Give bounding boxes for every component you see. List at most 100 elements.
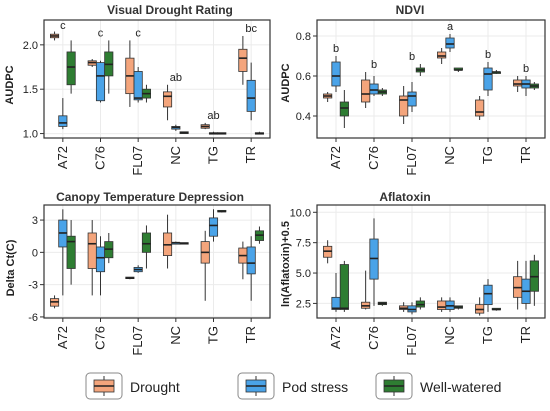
box-fl07-pod-stress — [407, 302, 417, 315]
plot-background — [44, 205, 270, 318]
box-tr-pod-stress — [246, 62, 256, 121]
significance-letter: bc — [245, 23, 257, 35]
box-fl07-pod-stress — [133, 265, 143, 273]
box-nc-drought — [163, 84, 173, 121]
legend-label: Well-watered — [420, 379, 501, 395]
x-tick-label: TG — [480, 146, 495, 164]
x-tick-label: FL07 — [404, 326, 419, 356]
y-tick-label: 1.0 — [23, 129, 38, 141]
y-tick-label: -6 — [28, 312, 38, 324]
y-tick-label: 10.0 — [290, 207, 311, 219]
y-tick-label: 3 — [32, 215, 38, 227]
box-nc-well-watered — [453, 67, 463, 72]
plot-frame — [316, 19, 546, 139]
box-a72-well-watered — [66, 40, 76, 94]
box-fl07-well-watered — [415, 64, 425, 76]
box-c76-drought — [87, 220, 97, 296]
y-tick-label: 0.8 — [296, 31, 311, 43]
box-fl07-drought — [125, 276, 135, 280]
y-tick-label: -3 — [28, 280, 38, 292]
panel-aflatoxin: Aflatoxin ln(Aflatoxin)+0.5 A72 C76 FL07 NC… — [280, 190, 546, 356]
box-c76-pod-stress — [95, 60, 106, 103]
box — [246, 246, 256, 275]
plot-frame — [43, 204, 271, 319]
box-c76-well-watered — [104, 232, 114, 264]
box-fl07-well-watered — [141, 225, 151, 269]
y-tick-label: 5.0 — [296, 268, 311, 280]
plot-area: A72 C76 FL07 NC TG TR -6 -3 0 3 — [28, 204, 271, 356]
x-tick-label: TR — [243, 146, 258, 163]
significance-letter: c — [135, 27, 141, 39]
box-tr-well-watered — [529, 82, 539, 90]
plot-area: A72 C76 FL07 NC TG TR 2.5 5.0 7.5 10.0 — [290, 204, 546, 356]
box — [399, 95, 409, 117]
x-tick-label: TG — [206, 146, 221, 164]
x-tick-label: NC — [442, 326, 457, 345]
plot-area: A72 c C76 c FL07 c NC ab TG ab TR bc 1.0 1.5 2.0 — [23, 19, 271, 176]
x-tick-label: C76 — [93, 326, 108, 350]
box-c76-drought — [361, 270, 371, 310]
significance-letter: b — [523, 63, 529, 75]
box-nc-pod-stress — [445, 297, 455, 312]
x-tick-label: FL07 — [130, 326, 145, 356]
significance-letter: a — [447, 21, 454, 33]
box — [483, 67, 493, 91]
x-tick-label: FL07 — [130, 146, 145, 176]
box-c76-pod-stress — [95, 236, 106, 296]
box-tg-drought — [475, 297, 485, 316]
box-nc-pod-stress — [171, 241, 181, 245]
legend-item-well-watered: Well-watered — [375, 372, 501, 400]
y-tick-label: 1.5 — [23, 84, 38, 96]
box-nc-pod-stress — [445, 34, 455, 52]
x-tick-label: A72 — [328, 146, 343, 169]
y-axis-label: ln(Aflatoxin)+0.5 — [280, 221, 292, 307]
box-tr-well-watered — [254, 131, 264, 135]
box-tr-pod-stress — [246, 236, 256, 301]
box — [66, 51, 76, 86]
significance-letter: c — [98, 27, 104, 39]
x-tick-label: C76 — [93, 146, 108, 170]
plot-frame — [43, 19, 271, 139]
box-fl07-well-watered — [415, 297, 425, 310]
plot-area: A72 b C76 b FL07 b NC a TG b TR b 0.4 0.6 0.8 — [296, 19, 546, 176]
legend-label: Pod stress — [282, 379, 348, 395]
x-tick-label: TR — [518, 326, 533, 343]
plot-frame — [316, 204, 546, 319]
x-tick-label: A72 — [55, 326, 70, 349]
box-fl07-pod-stress — [133, 67, 143, 103]
panel-title: NDVI — [396, 3, 425, 17]
legend-label: Drought — [130, 379, 180, 395]
box-a72-pod-stress — [58, 98, 68, 130]
box-tg-drought — [200, 122, 210, 130]
box — [483, 284, 493, 306]
y-tick-label: 0 — [32, 247, 38, 259]
box — [238, 48, 248, 72]
box — [475, 99, 485, 117]
x-tick-label: A72 — [55, 146, 70, 169]
x-tick-label: TR — [518, 146, 533, 163]
box-a72-pod-stress — [331, 56, 341, 92]
x-tick-label: TG — [206, 326, 221, 344]
box-c76-pod-stress — [369, 76, 379, 96]
box-a72-well-watered — [66, 220, 76, 285]
box-nc-well-watered — [179, 131, 189, 134]
box-tg-well-watered — [491, 70, 501, 74]
x-tick-label: A72 — [328, 326, 343, 349]
box-tg-well-watered — [217, 209, 227, 213]
box — [95, 246, 106, 273]
y-tick-label: 0.4 — [296, 111, 311, 123]
box — [66, 235, 76, 269]
x-tick-label: TR — [243, 326, 258, 343]
box-a72-drought — [50, 295, 60, 309]
box-tr-well-watered — [254, 226, 264, 244]
box — [133, 71, 143, 101]
significance-letter: b — [409, 51, 415, 63]
plot-background — [317, 205, 545, 318]
box-nc-well-watered — [179, 242, 189, 245]
panel-canopy-temperature-depression: Canopy Temperature Depression Delta Ct(C… — [5, 190, 271, 356]
y-tick-label: 7.5 — [296, 238, 311, 250]
x-tick-label: NC — [442, 146, 457, 165]
box — [58, 115, 68, 127]
box — [331, 61, 341, 87]
